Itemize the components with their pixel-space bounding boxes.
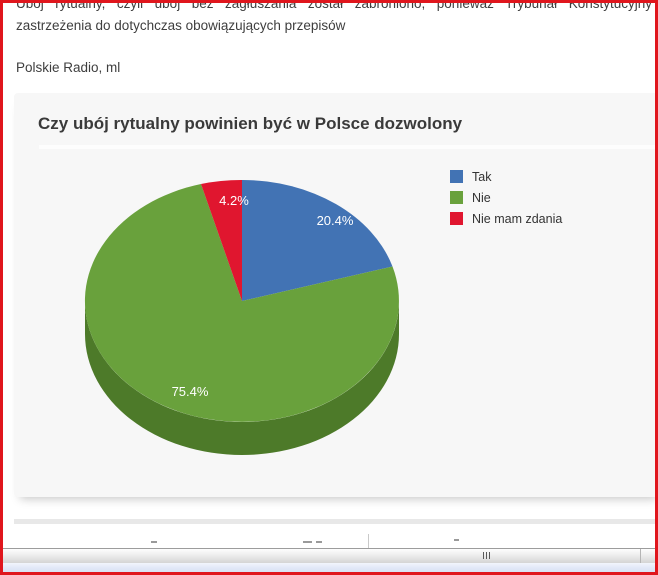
pie-label-nie-mam-zdania: 4.2%	[219, 193, 249, 208]
pie-slice-tak[interactable]	[242, 179, 393, 301]
legend-swatch-nie	[450, 191, 463, 204]
chart-legend: Tak Nie Nie mam zdania	[450, 166, 562, 229]
cutoff-text-fragment	[454, 539, 459, 541]
article-intro-text: Ubój rytualny, czyli ubój bez zagłuszani…	[16, 0, 652, 37]
cutoff-text-fragment	[151, 541, 157, 543]
cutoff-text-fragment	[303, 541, 312, 543]
legend-label-nie: Nie	[472, 190, 491, 205]
scrollbar-grip-icon[interactable]	[483, 552, 490, 559]
article-intro-line2: zastrzeżenia do dotychczas obowiązującyc…	[16, 18, 346, 33]
legend-swatch-nie-mam-zdania	[450, 212, 463, 225]
pie-slice-nie-mam-zdania[interactable]	[201, 179, 242, 301]
poll-title: Czy ubój rytualny powinien być w Polsce …	[38, 114, 463, 133]
legend-label-tak: Tak	[472, 169, 492, 184]
pie-label-nie: 75.4%	[172, 384, 209, 399]
cutoff-vertical-rule	[368, 534, 369, 548]
legend-label-nie-mam-zdania: Nie mam zdania	[472, 211, 563, 226]
legend-item-nie[interactable]: Nie	[450, 187, 562, 208]
article-intro-line1: Ubój rytualny, czyli ubój bez zagłuszani…	[16, 0, 652, 11]
title-separator	[39, 145, 655, 149]
section-divider	[14, 519, 655, 524]
legend-swatch-tak	[450, 170, 463, 183]
legend-item-nie-mam-zdania[interactable]: Nie mam zdania	[450, 208, 562, 229]
horizontal-scrollbar[interactable]	[3, 548, 655, 563]
article-source: Polskie Radio, ml	[16, 60, 121, 75]
pie-label-tak: 20.4%	[317, 213, 354, 228]
pie-rim-nie	[85, 301, 399, 455]
legend-item-tak[interactable]: Tak	[450, 166, 562, 187]
scrollbar-end-divider	[640, 549, 641, 563]
cutoff-text-fragment	[316, 541, 322, 543]
pie-slice-nie[interactable]	[84, 184, 399, 422]
window-bottom-bar	[3, 563, 655, 572]
pie-chart: 20.4% 4.2% 75.4%	[84, 179, 399, 455]
